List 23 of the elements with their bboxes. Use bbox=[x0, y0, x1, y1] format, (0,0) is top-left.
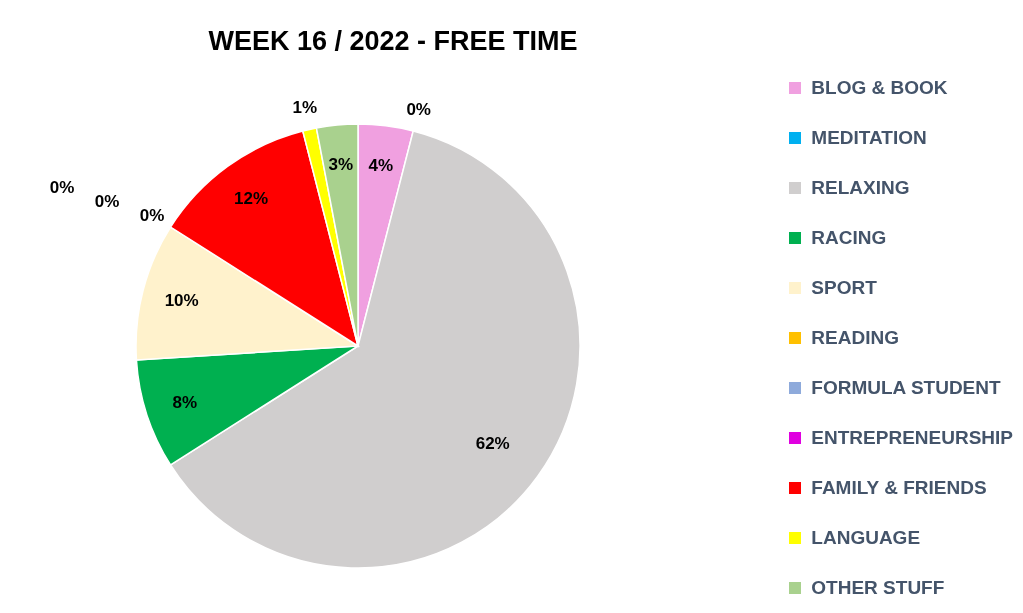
legend-label: SPORT bbox=[811, 277, 877, 299]
data-label: 12% bbox=[233, 189, 269, 209]
data-label: 1% bbox=[292, 98, 318, 118]
legend-label: RELAXING bbox=[811, 177, 910, 199]
chart-title: WEEK 16 / 2022 - FREE TIME bbox=[207, 26, 579, 57]
text: 0% bbox=[49, 177, 75, 197]
legend-label: LANGUAGE bbox=[811, 527, 921, 549]
data-label: 8% bbox=[172, 392, 198, 412]
data-label: 4% bbox=[368, 155, 394, 175]
data-label: 3% bbox=[328, 155, 354, 175]
legend-label: FAMILY & FRIENDS bbox=[811, 477, 987, 499]
data-label: 62% bbox=[475, 434, 510, 454]
legend-label: BLOG & BOOK bbox=[811, 77, 948, 99]
legend-label: FORMULA STUDENT bbox=[811, 377, 1001, 399]
text: 0% bbox=[406, 100, 431, 120]
legend-label: MEDITATION bbox=[811, 127, 927, 149]
legend-label: ENTREPRENEURSHIP bbox=[811, 427, 1013, 449]
legend-label: READING bbox=[811, 327, 899, 349]
legend-label: OTHER STUFF bbox=[811, 577, 945, 599]
text: 0% bbox=[94, 191, 120, 211]
data-label: 10% bbox=[164, 291, 199, 311]
legend-label: RACING bbox=[811, 227, 887, 249]
text: 0% bbox=[139, 205, 165, 225]
